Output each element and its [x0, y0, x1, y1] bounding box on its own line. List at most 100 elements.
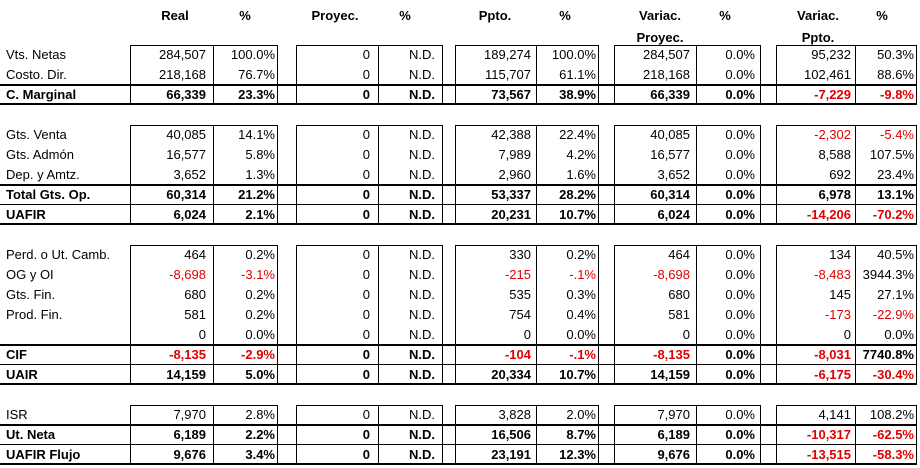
- table-cell: 53,337: [491, 187, 531, 202]
- table-cell: 0.0%: [245, 327, 275, 342]
- table-cell: 3,828: [498, 407, 531, 422]
- row-divider: [0, 184, 917, 186]
- table-cell: 1.3%: [245, 167, 275, 182]
- table-cell: 23.4%: [877, 167, 914, 182]
- table-cell: 22.4%: [559, 127, 596, 142]
- row-divider: [0, 204, 917, 205]
- table-cell: -62.5%: [872, 427, 914, 442]
- table-cell: 581: [184, 307, 206, 322]
- group-2-ppto-separator: [536, 125, 537, 225]
- row-label: UAIR: [6, 367, 38, 382]
- table-cell: 107.5%: [869, 147, 914, 162]
- table-cell: -2.9%: [241, 347, 275, 362]
- table-cell: 680: [184, 287, 206, 302]
- table-cell: N.D.: [409, 347, 435, 362]
- table-cell: -70.2%: [872, 207, 914, 222]
- table-cell: 40,085: [650, 127, 690, 142]
- table-cell: 60,314: [166, 187, 206, 202]
- table-cell: 0: [362, 87, 370, 102]
- group-bottom-divider: [0, 383, 917, 385]
- row-label: Perd. o Ut. Camb.: [6, 247, 111, 262]
- header-proyec: Proyec.: [311, 8, 359, 23]
- row-divider: [0, 444, 917, 445]
- table-cell: 0.0%: [725, 327, 755, 342]
- table-cell: -2,302: [814, 127, 851, 142]
- table-cell: 16,577: [166, 147, 206, 162]
- table-cell: 0.0%: [725, 167, 755, 182]
- table-cell: 23,191: [491, 447, 531, 462]
- table-cell: 284,507: [643, 47, 690, 62]
- group-3-ppto-separator: [536, 245, 537, 385]
- table-cell: 0: [362, 427, 370, 442]
- table-cell: 145: [829, 287, 851, 302]
- row-label: Gts. Fin.: [6, 287, 56, 302]
- table-cell: 0: [362, 147, 370, 162]
- table-cell: 284,507: [159, 47, 206, 62]
- table-cell: 0.0%: [566, 327, 596, 342]
- group-bottom-divider: [0, 103, 917, 105]
- table-cell: 5.8%: [245, 147, 275, 162]
- table-cell: N.D.: [409, 327, 435, 342]
- table-cell: 0: [843, 327, 851, 342]
- table-cell: 66,339: [166, 87, 206, 102]
- table-cell: N.D.: [409, 307, 435, 322]
- table-cell: 0.0%: [725, 207, 755, 222]
- table-cell: 7,970: [173, 407, 206, 422]
- table-cell: 9,676: [657, 447, 690, 462]
- table-cell: 218,168: [643, 67, 690, 82]
- table-cell: 0: [362, 307, 370, 322]
- group-2-real-separator: [213, 125, 214, 225]
- table-cell: 692: [829, 167, 851, 182]
- table-cell: 0.4%: [566, 307, 596, 322]
- table-cell: 6,189: [657, 427, 690, 442]
- table-cell: 0: [362, 247, 370, 262]
- table-cell: 0: [362, 267, 370, 282]
- table-cell: 66,339: [650, 87, 690, 102]
- group-4-var-proy-separator: [696, 405, 697, 465]
- table-cell: 100.0%: [230, 47, 275, 62]
- table-cell: -215: [504, 267, 531, 282]
- table-cell: 0.0%: [725, 47, 755, 62]
- table-cell: 0: [362, 187, 370, 202]
- table-cell: 27.1%: [877, 287, 914, 302]
- table-cell: 0.0%: [725, 307, 755, 322]
- row-divider: [0, 364, 917, 365]
- table-cell: N.D.: [409, 87, 435, 102]
- table-cell: -104: [504, 347, 531, 362]
- table-cell: 0.0%: [725, 187, 755, 202]
- table-cell: 0: [362, 127, 370, 142]
- table-cell: N.D.: [409, 167, 435, 182]
- table-cell: 464: [668, 247, 690, 262]
- group-3-var-proy-separator: [696, 245, 697, 385]
- table-cell: 0.0%: [725, 407, 755, 422]
- table-cell: 0.0%: [725, 147, 755, 162]
- table-cell: 2.2%: [245, 427, 275, 442]
- header-var-proyec-pct: %: [719, 8, 731, 23]
- table-cell: 0: [362, 447, 370, 462]
- group-3-var-ppto-separator: [855, 245, 856, 385]
- group-1-var-proy-separator: [696, 45, 697, 105]
- table-cell: N.D.: [409, 367, 435, 382]
- table-cell: -14,206: [806, 207, 851, 222]
- table-cell: 0.0%: [725, 87, 755, 102]
- table-cell: N.D.: [409, 407, 435, 422]
- table-cell: 0: [362, 367, 370, 382]
- group-3-proy-separator: [378, 245, 379, 385]
- table-cell: 95,232: [811, 47, 851, 62]
- table-cell: 0: [362, 347, 370, 362]
- table-cell: -8,483: [814, 267, 851, 282]
- table-cell: 0: [362, 67, 370, 82]
- row-divider: [0, 344, 917, 346]
- table-cell: 6,189: [173, 427, 206, 442]
- group-3-real-separator: [213, 245, 214, 385]
- table-cell: -13,515: [806, 447, 851, 462]
- table-cell: -58.3%: [872, 447, 914, 462]
- table-cell: 28.2%: [559, 187, 596, 202]
- table-cell: -10,317: [806, 427, 851, 442]
- table-cell: -8,031: [814, 347, 851, 362]
- table-cell: 5.0%: [245, 367, 275, 382]
- table-cell: 0.0%: [725, 447, 755, 462]
- table-cell: 38.9%: [559, 87, 596, 102]
- table-cell: 40.5%: [877, 247, 914, 262]
- group-2-var-ppto-separator: [855, 125, 856, 225]
